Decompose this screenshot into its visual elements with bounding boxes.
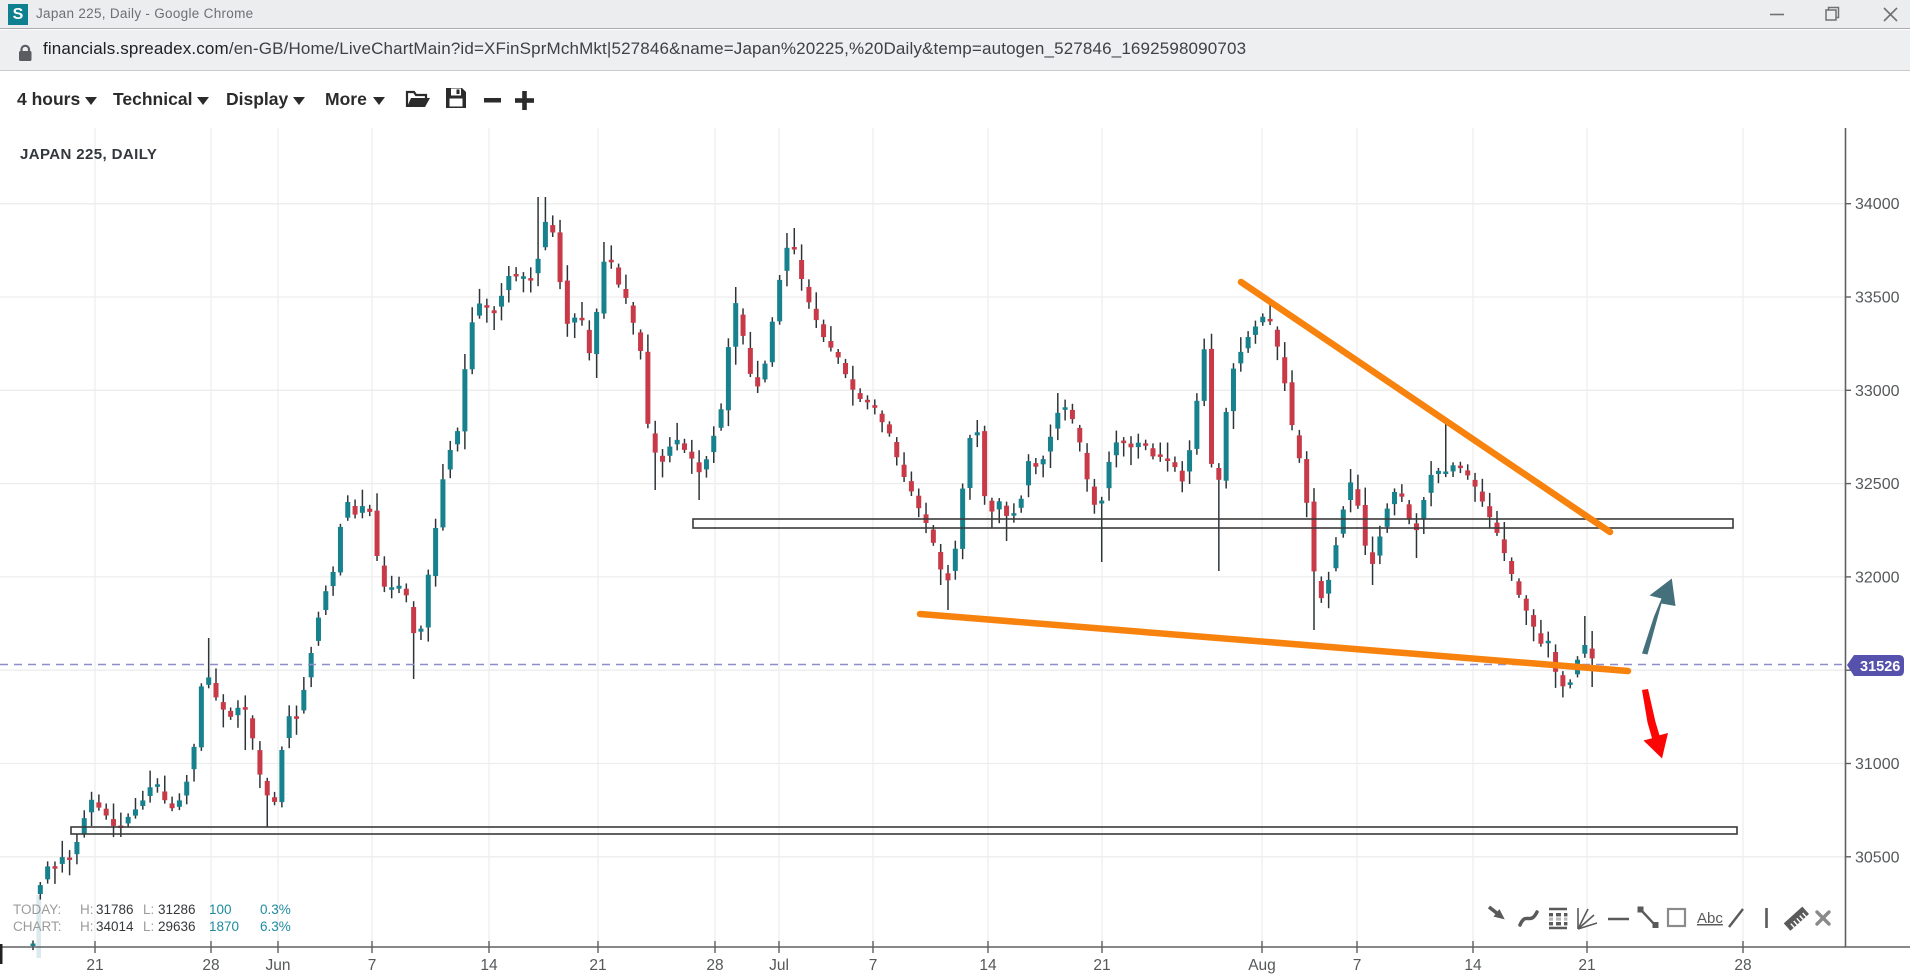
- svg-text:31526: 31526: [1860, 659, 1900, 675]
- svg-text:31786: 31786: [96, 902, 134, 917]
- svg-text:28: 28: [202, 957, 219, 974]
- svg-text:Abc: Abc: [1697, 910, 1723, 927]
- svg-text:L:: L:: [143, 919, 154, 934]
- svg-text:Jul: Jul: [769, 957, 789, 974]
- svg-text:Jun: Jun: [266, 957, 291, 974]
- svg-text:31000: 31000: [1855, 756, 1900, 773]
- svg-text:34000: 34000: [1855, 196, 1900, 213]
- svg-text:21: 21: [1578, 957, 1595, 974]
- svg-text:6.3%: 6.3%: [260, 919, 291, 934]
- svg-text:H:: H:: [80, 919, 94, 934]
- svg-text:32500: 32500: [1855, 476, 1900, 493]
- svg-text:28: 28: [1734, 957, 1751, 974]
- svg-text:14: 14: [979, 957, 997, 974]
- svg-text:14: 14: [480, 957, 498, 974]
- svg-text:Aug: Aug: [1248, 957, 1276, 974]
- svg-text:34014: 34014: [96, 919, 134, 934]
- svg-text:21: 21: [1093, 957, 1110, 974]
- svg-text:29636: 29636: [158, 919, 196, 934]
- svg-text:7: 7: [869, 957, 878, 974]
- svg-text:33000: 33000: [1855, 383, 1900, 400]
- svg-text:0.3%: 0.3%: [260, 902, 291, 917]
- svg-text:14: 14: [1464, 957, 1482, 974]
- svg-text:30500: 30500: [1855, 849, 1900, 866]
- svg-text:32000: 32000: [1855, 569, 1900, 586]
- svg-text:7: 7: [1353, 957, 1362, 974]
- svg-text:28: 28: [706, 957, 723, 974]
- svg-text:1870: 1870: [209, 919, 239, 934]
- svg-text:21: 21: [589, 957, 606, 974]
- svg-text:L:: L:: [143, 902, 154, 917]
- svg-text:7: 7: [368, 957, 377, 974]
- svg-text:TODAY:: TODAY:: [13, 902, 61, 917]
- svg-text:100: 100: [209, 902, 232, 917]
- svg-text:21: 21: [86, 957, 103, 974]
- svg-text:H:: H:: [80, 902, 94, 917]
- svg-text:JAPAN 225, DAILY: JAPAN 225, DAILY: [20, 146, 157, 163]
- svg-text:31286: 31286: [158, 902, 196, 917]
- svg-text:CHART:: CHART:: [13, 919, 62, 934]
- svg-text:33500: 33500: [1855, 290, 1900, 307]
